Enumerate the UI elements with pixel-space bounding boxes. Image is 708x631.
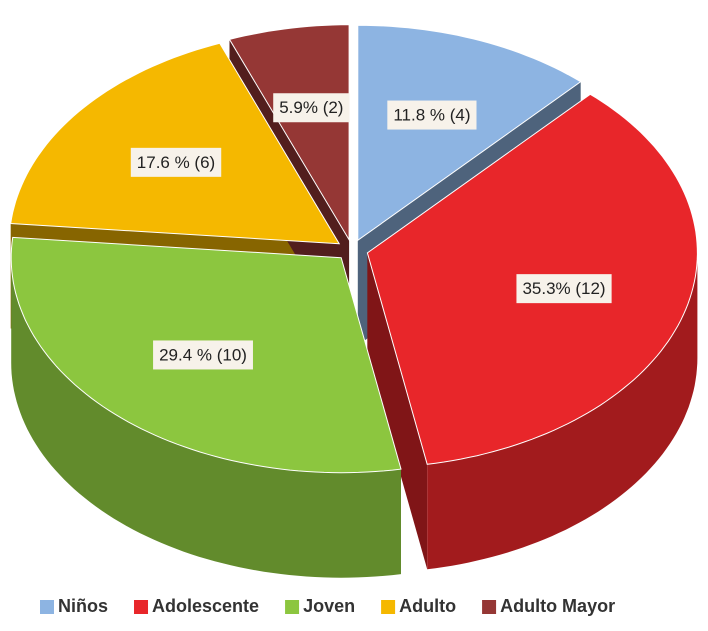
slice-side	[11, 257, 401, 578]
slice	[10, 42, 341, 245]
pie-tops	[10, 24, 698, 474]
slice	[228, 24, 350, 242]
legend-label: Adulto	[399, 596, 456, 616]
slice-cut-face	[367, 252, 428, 570]
data-label-box	[273, 93, 350, 123]
legend-swatch	[381, 600, 396, 614]
data-label-box	[153, 340, 253, 370]
legend-label: Adulto Mayor	[500, 596, 615, 616]
data-label: 5.9% (2)	[279, 98, 343, 117]
legend-swatch	[285, 600, 300, 614]
data-label: 17.6 % (6)	[137, 153, 215, 172]
legend-swatch	[482, 600, 497, 614]
legend: Niños Adolescente Joven Adulto Adulto Mayor	[40, 596, 615, 616]
data-label: 11.8 % (4)	[393, 106, 470, 125]
legend-swatch	[40, 600, 54, 614]
slice	[357, 24, 582, 242]
data-label-box	[516, 274, 612, 304]
legend-label: Adolescente	[152, 596, 259, 616]
data-label-box	[130, 147, 222, 177]
legend-label: Joven	[303, 596, 355, 616]
data-label-box	[387, 100, 477, 130]
legend-swatch	[134, 600, 149, 614]
legend-label: Niños	[58, 596, 108, 616]
data-labels: 11.8 % (4) 35.3% (12) 29.4 % (10) 17.6 % (6…	[130, 93, 612, 370]
data-label: 35.3% (12)	[522, 279, 605, 298]
data-label: 29.4 % (10)	[159, 345, 247, 364]
slice-side	[427, 252, 698, 570]
